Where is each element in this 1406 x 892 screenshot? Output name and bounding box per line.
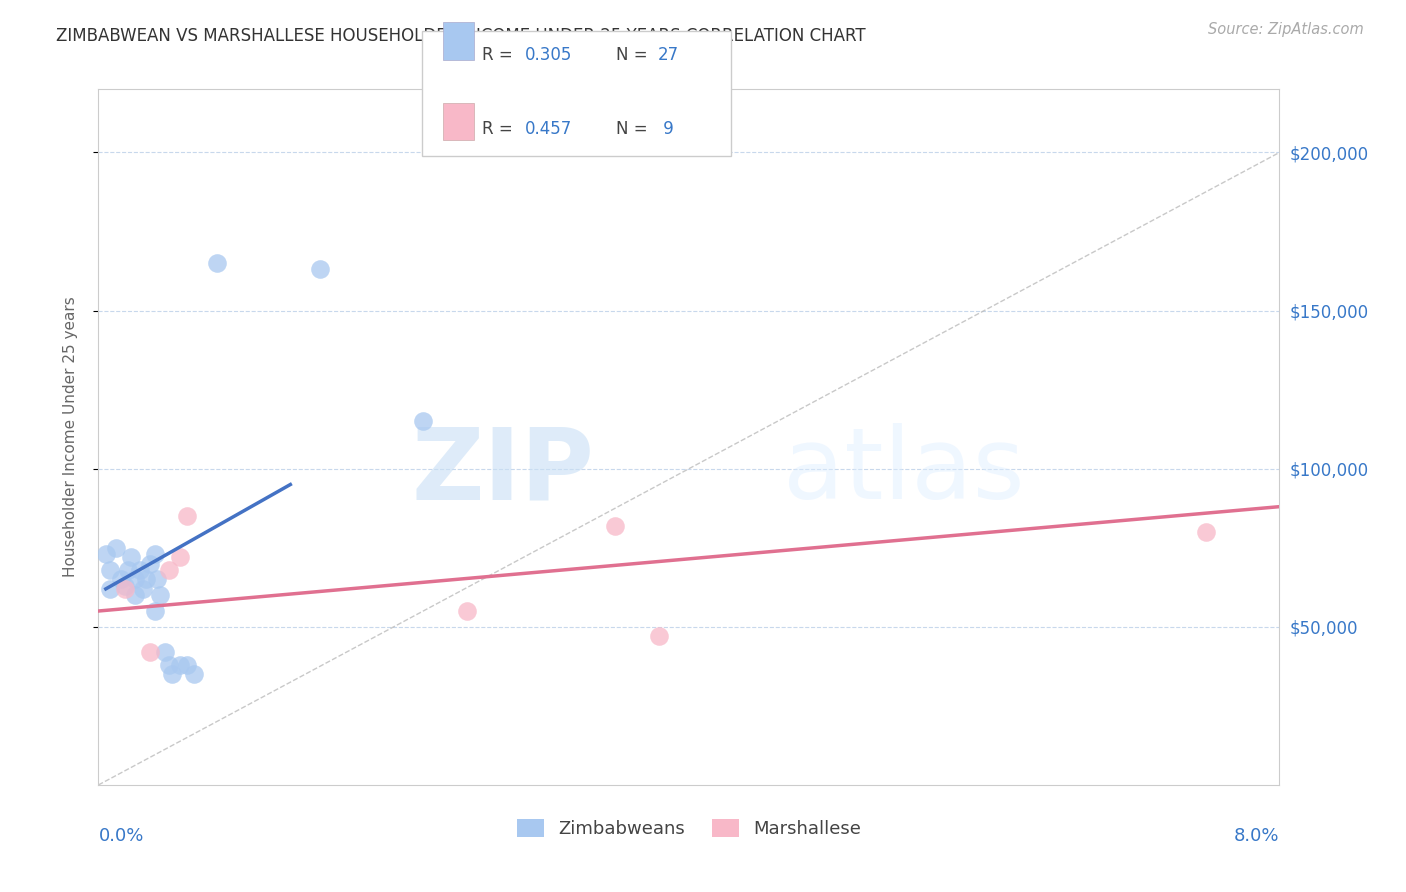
Point: [648, 629, 671, 643]
Point: [146, 573, 169, 587]
Point: [139, 557, 162, 571]
Text: R =: R =: [482, 46, 519, 64]
Point: [120, 550, 142, 565]
Point: [132, 582, 155, 596]
Text: 0.305: 0.305: [524, 46, 572, 64]
Legend: Zimbabweans, Marshallese: Zimbabweans, Marshallese: [509, 812, 869, 846]
Text: ZIMBABWEAN VS MARSHALLESE HOUSEHOLDER INCOME UNDER 25 YEARS CORRELATION CHART: ZIMBABWEAN VS MARSHALLESE HOUSEHOLDER IN…: [56, 27, 866, 45]
Point: [205, 256, 228, 270]
Text: R =: R =: [482, 120, 519, 138]
Point: [135, 573, 157, 587]
Text: N =: N =: [616, 46, 652, 64]
Text: 8.0%: 8.0%: [1234, 827, 1279, 845]
Text: N =: N =: [616, 120, 652, 138]
Text: atlas: atlas: [783, 424, 1025, 520]
Text: ZIP: ZIP: [412, 424, 595, 520]
Point: [143, 604, 166, 618]
Text: 0.457: 0.457: [524, 120, 572, 138]
Point: [139, 645, 162, 659]
Text: 27: 27: [658, 46, 679, 64]
Point: [176, 657, 198, 672]
Point: [456, 604, 478, 618]
Point: [128, 563, 150, 577]
Point: [114, 582, 136, 596]
Point: [157, 563, 180, 577]
Point: [605, 518, 627, 533]
Point: [1194, 524, 1216, 539]
Text: Source: ZipAtlas.com: Source: ZipAtlas.com: [1208, 22, 1364, 37]
Point: [149, 588, 172, 602]
Text: 9: 9: [658, 120, 673, 138]
Point: [117, 563, 139, 577]
Point: [157, 657, 180, 672]
Point: [169, 657, 191, 672]
Point: [412, 414, 434, 428]
Point: [110, 573, 132, 587]
Point: [98, 582, 121, 596]
Point: [105, 541, 128, 555]
Point: [94, 547, 117, 561]
Point: [183, 667, 205, 681]
Point: [308, 262, 332, 277]
Point: [176, 509, 198, 524]
Point: [162, 667, 183, 681]
Text: 0.0%: 0.0%: [98, 827, 143, 845]
Point: [153, 645, 176, 659]
Point: [124, 588, 146, 602]
Y-axis label: Householder Income Under 25 years: Householder Income Under 25 years: [63, 297, 77, 577]
Point: [124, 573, 146, 587]
Point: [169, 550, 191, 565]
Point: [114, 579, 136, 593]
Point: [98, 563, 121, 577]
Point: [143, 547, 166, 561]
